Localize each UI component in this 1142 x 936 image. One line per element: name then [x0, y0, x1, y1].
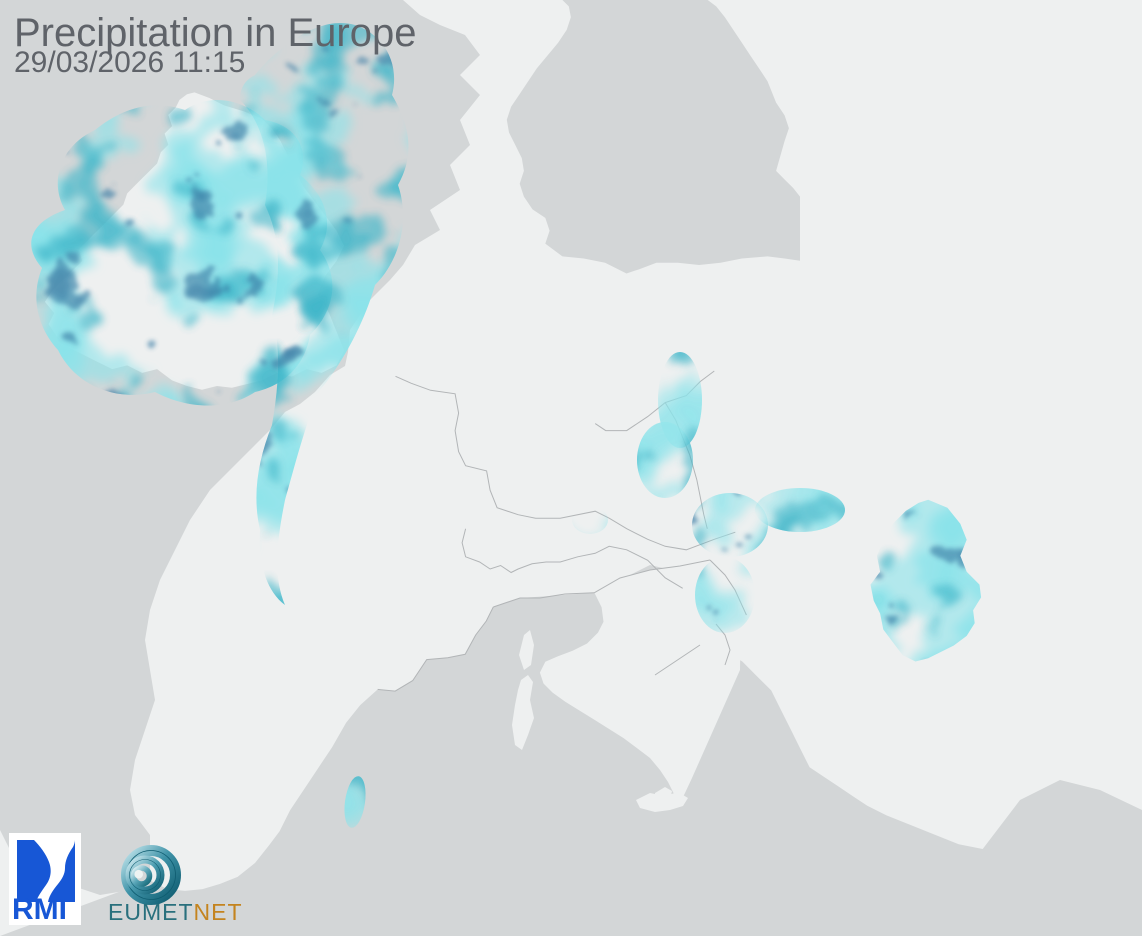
svg-text:RMI: RMI — [12, 893, 67, 926]
svg-text:29/03/2026 11:15: 29/03/2026 11:15 — [14, 46, 245, 79]
svg-text:EUMETNET: EUMETNET — [108, 899, 243, 925]
